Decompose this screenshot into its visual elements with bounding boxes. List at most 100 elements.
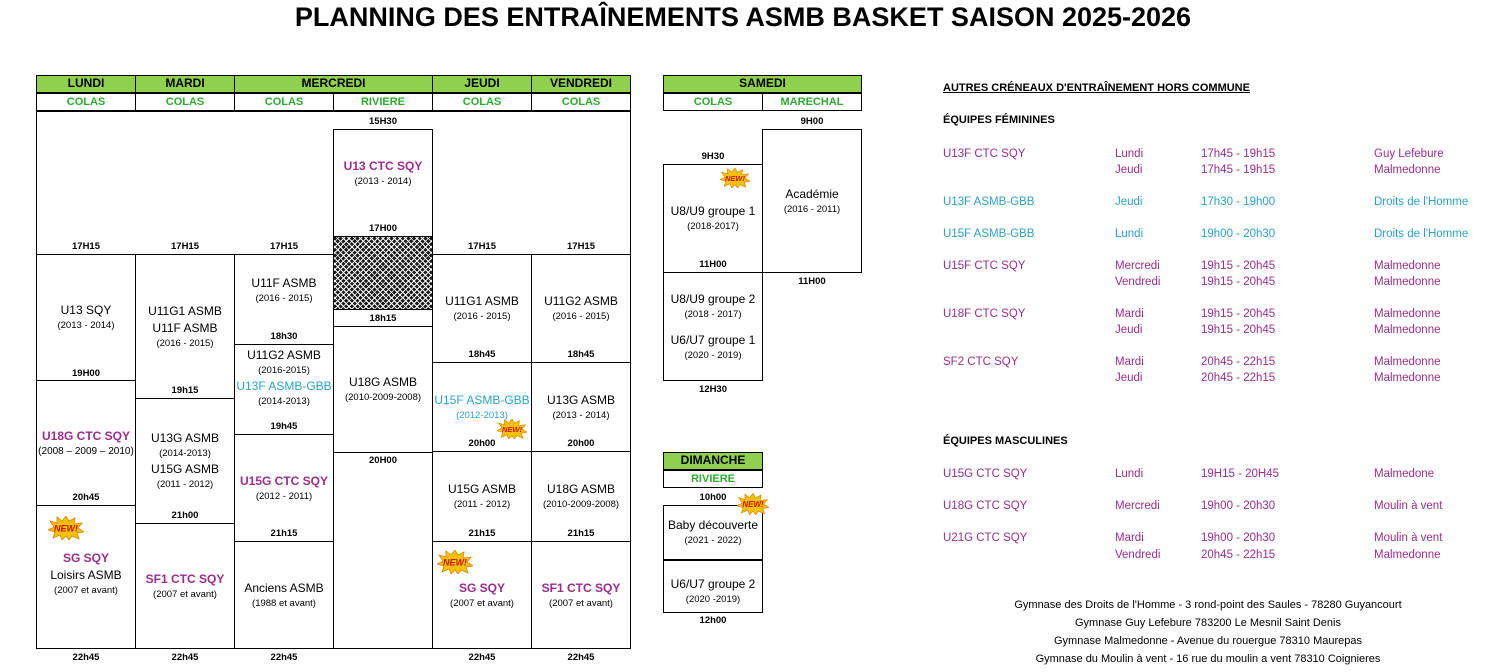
- slot-team: U15G CTC SQY: [943, 468, 1028, 480]
- session-vendredi-sf1: SF1 CTC SQY (2007 et avant): [531, 541, 631, 649]
- time-label: 17H15: [171, 241, 199, 252]
- slot-time: 17h45 - 19h15: [1201, 148, 1276, 160]
- slot-time: 19h00 - 20h30: [1201, 532, 1276, 544]
- day-header-vendredi: VENDREDI: [531, 75, 631, 93]
- time-label: 17H15: [72, 241, 100, 252]
- team-name: SF1 CTC SQY: [145, 571, 225, 586]
- slot-team: U13F ASMB-GBB: [943, 196, 1035, 208]
- slot-place: Malmedonne: [1374, 308, 1441, 320]
- day-header-dimanche: DIMANCHE: [663, 452, 763, 470]
- team-name: Loisirs ASMB: [50, 568, 122, 582]
- time-label: 21h15: [567, 528, 595, 539]
- team-years: (2012 - 2011): [255, 490, 313, 502]
- team-name: Anciens ASMB: [244, 580, 324, 595]
- slot-day: Lundi: [1115, 148, 1144, 160]
- time-label: 20H00: [369, 455, 397, 466]
- time-label: 17H15: [270, 241, 298, 252]
- slot-time: 19h15 - 20h45: [1201, 308, 1276, 320]
- team-years: (2018 - 2017): [684, 308, 742, 320]
- team-years: (2016 - 2011): [783, 203, 841, 215]
- team-name: U18G ASMB: [546, 482, 616, 496]
- team-name: SG SQY: [458, 580, 505, 595]
- time-label: 15H30: [369, 116, 397, 127]
- team-name: U11G2 ASMB: [247, 348, 321, 362]
- slot-day: Mercredi: [1115, 500, 1160, 512]
- time-label: 19H00: [72, 368, 100, 379]
- team-years: (2011 - 2012): [453, 499, 511, 510]
- session-samedi-u8u9-g2-u6u7-g1: U8/U9 groupe 2 (2018 - 2017) U6/U7 group…: [663, 272, 763, 381]
- new-badge-icon: [48, 516, 84, 540]
- slot-time: 20h45 - 22h15: [1201, 372, 1276, 384]
- time-label: 20h45: [72, 492, 100, 503]
- slot-place: Malmedonne: [1374, 276, 1441, 288]
- slot-day: Mardi: [1115, 356, 1144, 368]
- venue-samedi-colas: COLAS: [663, 93, 763, 111]
- slot-day: Lundi: [1115, 468, 1144, 480]
- slot-team: U21G CTC SQY: [943, 532, 1028, 544]
- team-name: U6/U7 groupe 1: [670, 332, 756, 347]
- venue-dimanche: RIVIERE: [663, 470, 763, 488]
- slot-team: U13F CTC SQY: [943, 148, 1026, 160]
- slot-place: Malmedonne: [1374, 164, 1441, 176]
- team-years: (2007 et avant): [54, 585, 118, 596]
- slot-day: Vendredi: [1115, 276, 1161, 288]
- team-name: U15G CTC SQY: [239, 473, 329, 488]
- team-years: (2010-2009-2008): [344, 392, 422, 403]
- team-years: (2011 - 2012): [156, 479, 214, 490]
- slot-team: SF2 CTC SQY: [943, 356, 1019, 368]
- session-mercredi-u15g: U15G CTC SQY (2012 - 2011): [234, 434, 334, 542]
- slot-team: U15F ASMB-GBB: [943, 228, 1035, 240]
- time-label: 22h45: [567, 652, 595, 663]
- day-header-jeudi: JEUDI: [432, 75, 532, 93]
- day-header-lundi: LUNDI: [36, 75, 136, 93]
- slot-place: Malmedonne: [1374, 549, 1441, 561]
- venue-samedi-marechal: MARECHAL: [762, 93, 862, 111]
- time-label: 22h45: [468, 652, 496, 663]
- session-dimanche-baby: Baby découverte (2021 - 2022): [663, 505, 763, 560]
- team-name: U8/U9 groupe 2: [670, 291, 756, 306]
- venue-mardi: COLAS: [135, 93, 235, 111]
- team-name: U13F ASMB-GBB: [236, 379, 332, 393]
- team-years: (2021 - 2022): [684, 535, 742, 546]
- slot-team: U15F CTC SQY: [943, 260, 1026, 272]
- team-name: SG SQY: [62, 551, 109, 565]
- time-label: 22h45: [171, 652, 199, 663]
- slot-time: 19h15 - 20h45: [1201, 276, 1276, 288]
- team-years: (2013 - 2014): [57, 320, 115, 331]
- slot-day: Mercredi: [1115, 260, 1160, 272]
- team-name: U11G1 ASMB: [445, 294, 519, 308]
- venue-lundi: COLAS: [36, 93, 136, 111]
- venue-jeudi: COLAS: [432, 93, 532, 111]
- slot-time: 19h15 - 20h45: [1201, 260, 1276, 272]
- day-header-mercredi: MERCREDI: [234, 75, 433, 93]
- session-dimanche-u6u7-g2: U6/U7 groupe 2 (2020 -2019): [663, 560, 763, 613]
- new-badge-icon: [737, 493, 769, 515]
- team-name: U18G ASMB: [348, 375, 418, 389]
- session-mercredi-u11g2-u13f: U11G2 ASMB (2016-2015) U13F ASMB-GBB (20…: [234, 344, 334, 435]
- female-slots-list: U13F CTC SQY Lundi 17h45 - 19h15 Guy Lefebu…: [943, 0, 1483, 672]
- team-name: U13 SQY: [60, 303, 112, 317]
- time-label: 22h45: [270, 652, 298, 663]
- gym-address: Gymnase Guy Lefebure 783200 Le Mesnil Sa…: [1075, 617, 1341, 629]
- session-jeudi-u11g1: U11G1 ASMB (2016 - 2015): [432, 254, 532, 363]
- new-badge-icon: [720, 168, 750, 188]
- team-years: (2016-2015): [258, 365, 310, 376]
- time-label: 17H00: [369, 223, 397, 234]
- team-years: (2018-2017): [687, 221, 739, 232]
- team-name: U15G ASMB: [150, 462, 220, 476]
- slot-time: 19H15 - 20H45: [1201, 468, 1279, 480]
- time-label: 11H00: [798, 276, 826, 287]
- gym-address: Gymnase des Droits de l'Homme - 3 rond-p…: [1014, 599, 1402, 611]
- slot-time: 20h45 - 22h15: [1201, 356, 1276, 368]
- unavailable-slot: [333, 236, 433, 310]
- session-vendredi-u13g: U13G ASMB (2013 - 2014): [531, 362, 631, 452]
- team-name: U6/U7 groupe 2: [670, 577, 756, 591]
- male-slots-list: U15G CTC SQY Lundi 19H15 - 20H45 Malmedone U…: [943, 0, 1483, 672]
- team-years: (2016 - 2015): [156, 337, 214, 349]
- time-label: 18h45: [468, 349, 496, 360]
- other-slots-heading: AUTRES CRÉNEAUX D'ENTRAÎNEMENT HORS COMM…: [943, 82, 1250, 94]
- slot-day: Jeudi: [1115, 164, 1143, 176]
- team-years: (2014-2013): [258, 396, 310, 407]
- team-years: (2016 - 2015): [255, 293, 313, 304]
- session-mardi-u13g-u15g: U13G ASMB (2014-2013) U15G ASMB (2011 - …: [135, 398, 235, 524]
